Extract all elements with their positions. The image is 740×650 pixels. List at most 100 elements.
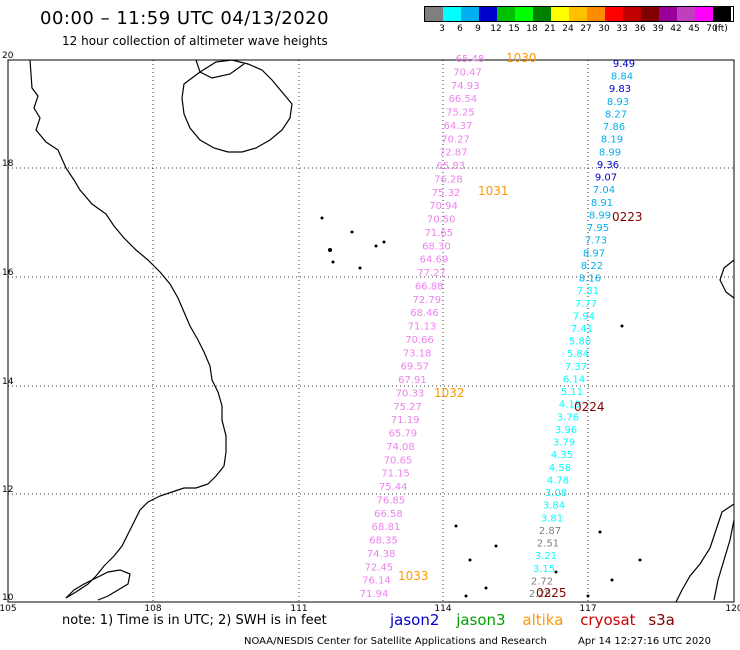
- wave-height-point: 3.84: [543, 501, 565, 512]
- pass-time-label: 1033: [398, 569, 429, 583]
- wave-height-point: 71.94: [360, 589, 389, 600]
- pass-time-label: 1030: [506, 51, 537, 65]
- legend-label: 42: [670, 24, 682, 34]
- legend-label: 15: [508, 24, 520, 34]
- legend-label: 39: [652, 24, 664, 34]
- latitude-label: 16: [2, 268, 14, 278]
- color-legend: 3 6 9 12 15 18 21 24 27 30 33 36 39 42 45 70 (ft): [424, 6, 734, 36]
- wave-height-point: 4.19: [559, 400, 581, 411]
- wave-height-point: 8.99: [589, 210, 611, 221]
- wave-height-point: 72.45: [364, 562, 393, 573]
- latitude-labels: 20 18 16 14 12 10: [2, 51, 14, 603]
- wave-height-point: 65.48: [456, 54, 485, 65]
- hainan-island: [181, 59, 293, 153]
- jason3-track: 65.48 70.47 74.93 66.54 75.25 64.37 70.27 72.87…: [360, 54, 485, 600]
- sat-jason3: jason3: [456, 611, 506, 629]
- latitude-label: 14: [2, 377, 14, 387]
- wave-height-point: 68.30: [422, 241, 451, 252]
- pass-time-label: 0225: [536, 586, 567, 600]
- legend-label: 70: [706, 24, 718, 34]
- latitude-label: 10: [2, 593, 14, 603]
- longitude-label: 108: [144, 604, 161, 614]
- vietnam-coastline-mekong: [65, 569, 131, 601]
- wave-height-point: 67.91: [398, 375, 427, 386]
- legend-label: 6: [457, 24, 463, 34]
- wave-height-point: 3.96: [555, 425, 577, 436]
- graticule: [8, 60, 734, 602]
- legend-swatch: [641, 7, 659, 21]
- legend-label: 30: [598, 24, 610, 34]
- wave-height-point: 74.38: [367, 549, 396, 560]
- legend-swatch: [695, 7, 713, 21]
- wave-height-point: 7.94: [573, 311, 595, 322]
- wave-height-point: 3.21: [535, 551, 557, 562]
- legend-label: 24: [562, 24, 574, 34]
- wave-height-point: 6.14: [563, 374, 585, 385]
- latitude-label: 20: [2, 51, 14, 61]
- wave-height-point: 74.08: [386, 442, 415, 453]
- legend-swatch: [713, 7, 731, 21]
- wave-height-point: 7.31: [577, 286, 599, 297]
- wave-height-point: 8.93: [607, 97, 629, 108]
- small-islands: [320, 216, 642, 598]
- legend-swatch: [497, 7, 515, 21]
- wave-height-point: 72.79: [412, 295, 441, 306]
- footer-note: note: 1) Time is in UTC; 2) SWH is in fe…: [62, 613, 327, 628]
- wave-height-point: 7.95: [587, 223, 609, 234]
- wave-height-point: 75.44: [379, 482, 408, 493]
- wave-height-point: 68.46: [410, 308, 439, 319]
- legend-swatch: [623, 7, 641, 21]
- wave-height-point: 4.78: [547, 475, 569, 486]
- wave-height-point: 9.36: [597, 160, 619, 171]
- legend-label: 9: [475, 24, 481, 34]
- wave-height-point: 65.83: [436, 161, 465, 172]
- wave-height-point: 8.27: [605, 109, 627, 120]
- wave-height-point: 75.25: [446, 108, 475, 119]
- legend-swatch: [551, 7, 569, 21]
- longitude-label: 114: [434, 604, 451, 614]
- wave-height-point: 3.81: [541, 513, 563, 524]
- wave-height-point: 9.83: [609, 84, 631, 95]
- wave-height-point: 77.27: [417, 268, 446, 279]
- legend-swatch: [533, 7, 551, 21]
- pass-time-label: 0224: [574, 400, 605, 414]
- wave-height-point: 75.32: [432, 188, 461, 199]
- wave-height-point: 2.87: [539, 526, 561, 537]
- jason2-track: 9.498.849.838.938.277.868.198.999.369.07…: [529, 59, 635, 600]
- wave-height-point: 74.93: [451, 81, 480, 92]
- legend-label: 33: [616, 24, 628, 34]
- wave-height-point: 71.13: [408, 322, 437, 333]
- wave-height-point: 66.54: [448, 94, 477, 105]
- altika-time-labels: 1030 1031 1032 1033: [398, 51, 537, 583]
- wave-height-point: 70.94: [429, 201, 458, 212]
- legend-swatch: [515, 7, 533, 21]
- philippines-coastline: [675, 259, 735, 603]
- longitude-labels: 105 108 111 114 117 120: [0, 604, 740, 614]
- wave-height-point: 8.91: [591, 198, 613, 209]
- wave-height-point: 68.81: [372, 522, 401, 533]
- legend-swatch: [461, 7, 479, 21]
- longitude-label: 105: [0, 604, 17, 614]
- timestamp: Apr 14 12:27:16 UTC 2020: [578, 636, 711, 647]
- legend-label: 21: [544, 24, 556, 34]
- legend-label: (ft): [714, 24, 728, 34]
- legend-label: 18: [526, 24, 538, 34]
- leizhou-coastline: [195, 59, 245, 79]
- wave-height-point: 7.73: [585, 236, 607, 247]
- legend-label: 12: [490, 24, 502, 34]
- pass-time-label: 1032: [434, 386, 465, 400]
- legend-label: 36: [634, 24, 646, 34]
- wave-height-point: 70.66: [405, 335, 434, 346]
- longitude-label: 117: [579, 604, 596, 614]
- legend-labels: 3 6 9 12 15 18 21 24 27 30 33 36 39 42 45 70 (ft): [424, 22, 734, 36]
- wave-height-point: 65.79: [388, 429, 417, 440]
- wave-height-point: 3.79: [553, 438, 575, 449]
- wave-height-point: 70.65: [384, 455, 413, 466]
- sat-s3a: s3a: [648, 611, 675, 629]
- longitude-label: 120: [725, 604, 740, 614]
- wave-height-point: 7.04: [593, 185, 615, 196]
- cryosat-time-labels: 0223 0224 0225: [536, 210, 643, 600]
- legend-swatch: [443, 7, 461, 21]
- wave-height-point: 71.15: [381, 469, 410, 480]
- wave-height-point: 71.65: [424, 228, 453, 239]
